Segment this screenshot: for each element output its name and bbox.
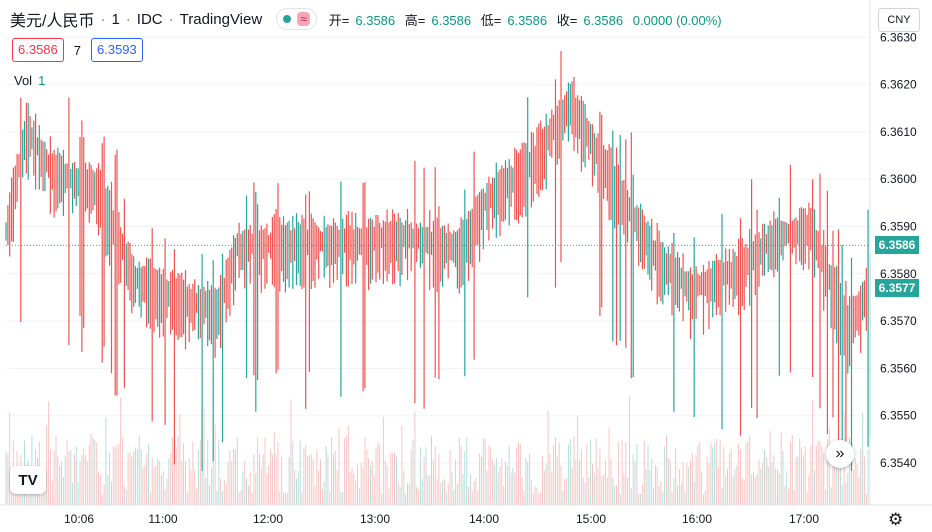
price-bars bbox=[5, 51, 871, 471]
price-tick-label: 6.3570 bbox=[880, 314, 917, 328]
price-tick-label: 6.3550 bbox=[880, 409, 917, 423]
spread-value: 7 bbox=[73, 42, 81, 58]
wave-icon: ≈ bbox=[297, 12, 310, 26]
symbol-name[interactable]: 美元/人民币 bbox=[10, 13, 95, 30]
volume-legend: Vol 1 bbox=[14, 73, 45, 88]
volume-label[interactable]: Vol bbox=[14, 73, 33, 88]
market-status-pill[interactable]: ≈ bbox=[276, 8, 317, 30]
buy-button[interactable]: 6.3593 bbox=[91, 38, 143, 62]
price-tick-label: 6.3610 bbox=[880, 125, 917, 139]
time-axis: 10:06 11:00 12:00 13:00 14:00 15:00 16:00 17:00 bbox=[0, 504, 932, 526]
change-value: 0.0000 (0.00%) bbox=[632, 12, 722, 28]
provider-label: TradingView bbox=[179, 10, 263, 28]
price-tick-label: 6.3630 bbox=[880, 30, 917, 44]
price-tick-label: 6.3620 bbox=[880, 78, 917, 92]
open-value: 6.3586 bbox=[355, 12, 396, 28]
close-value: 6.3586 bbox=[583, 12, 624, 28]
time-tick-label: 13:00 bbox=[360, 512, 390, 526]
time-tick-label: 11:00 bbox=[148, 512, 177, 526]
tradingview-logo-icon[interactable]: TV bbox=[10, 466, 46, 494]
price-tick-label: 6.3580 bbox=[880, 267, 917, 281]
time-tick-label: 15:00 bbox=[576, 512, 606, 526]
price-tick-label: 6.3560 bbox=[880, 361, 917, 375]
time-tick-label: 16:00 bbox=[682, 512, 712, 526]
volume-value: 1 bbox=[38, 73, 46, 88]
price-tick-label: 6.3600 bbox=[880, 172, 917, 186]
price-tick-label: 6.3540 bbox=[880, 456, 917, 470]
time-tick-label: 14:00 bbox=[469, 512, 499, 526]
time-tick-label: 17:00 bbox=[789, 512, 819, 526]
symbol-legend: 美元/人民币 · 1 · IDC · TradingView ≈ 开= 6.358… bbox=[10, 8, 722, 30]
price-scale: 6.36306.36206.36106.36006.35906.35806.35… bbox=[869, 0, 917, 505]
last-price-tag: 6.3577 bbox=[875, 278, 919, 297]
quote-row: 6.3586 7 6.3593 bbox=[12, 38, 143, 62]
gear-icon[interactable]: ⚙ bbox=[888, 510, 904, 529]
high-value: 6.3586 bbox=[431, 12, 472, 28]
sell-button[interactable]: 6.3586 bbox=[12, 38, 64, 62]
current-price-tag: 6.3586 bbox=[875, 236, 919, 255]
time-tick-label: 12:00 bbox=[253, 512, 283, 526]
low-value: 6.3586 bbox=[507, 12, 548, 28]
source-label: IDC bbox=[136, 10, 163, 28]
currency-button[interactable]: CNY bbox=[878, 8, 920, 32]
interval-label[interactable]: 1 bbox=[111, 10, 120, 28]
ohlc-values: 开= 6.3586 高= 6.3586 低= 6.3586 收= 6.3586 0.00… bbox=[328, 12, 722, 28]
scroll-right-icon[interactable]: » bbox=[826, 440, 854, 468]
time-tick-label: 10:06 bbox=[64, 512, 94, 526]
price-tick-label: 6.3590 bbox=[880, 220, 917, 234]
live-dot-icon bbox=[283, 15, 292, 23]
